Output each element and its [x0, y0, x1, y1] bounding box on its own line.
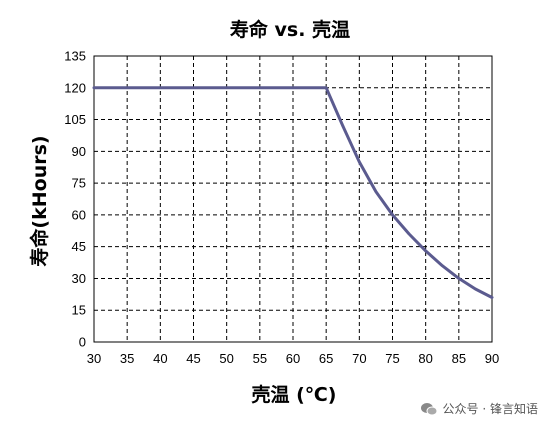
x-tick-label: 90: [485, 351, 499, 366]
y-tick-label: 120: [64, 80, 86, 95]
x-tick-label: 40: [153, 351, 167, 366]
series-line: [92, 86, 494, 299]
wechat-icon: [420, 402, 438, 415]
y-tick-label: 105: [64, 112, 86, 127]
x-tick-label: 80: [418, 351, 432, 366]
x-tick-label: 45: [186, 351, 200, 366]
x-tick-label: 85: [452, 351, 466, 366]
x-tick-labels: 30 35 40 45 50 55 60 65 70 75 80 85 90: [87, 351, 499, 366]
chart-title: 寿命 vs. 壳温: [230, 18, 350, 41]
x-tick-label: 50: [219, 351, 233, 366]
y-axis-title: 寿命(kHours): [28, 135, 51, 266]
y-tick-label: 75: [72, 176, 86, 191]
x-tick-label: 35: [120, 351, 134, 366]
x-tick-label: 65: [319, 351, 333, 366]
x-tick-label: 70: [352, 351, 366, 366]
grid: [94, 56, 492, 342]
y-tick-label: 90: [72, 144, 86, 159]
x-axis-title: 壳温 (℃): [251, 383, 337, 406]
y-tick-label: 45: [72, 239, 86, 254]
y-tick-label: 60: [72, 207, 86, 222]
y-tick-label: 0: [79, 335, 86, 350]
plot-frame: [93, 55, 493, 343]
x-tick-label: 60: [286, 351, 300, 366]
y-tick-labels: 0 15 30 45 60 75 90 105 120 135: [64, 49, 86, 350]
y-tick-label: 30: [72, 271, 86, 286]
x-tick-label: 55: [253, 351, 267, 366]
watermark-text: 公众号 · 锋言知语: [442, 402, 538, 416]
watermark: 公众号 · 锋言知语: [420, 400, 538, 417]
y-tick-label: 135: [64, 49, 86, 64]
x-tick-label: 30: [87, 351, 101, 366]
y-tick-label: 15: [72, 303, 86, 318]
x-tick-label: 75: [385, 351, 399, 366]
